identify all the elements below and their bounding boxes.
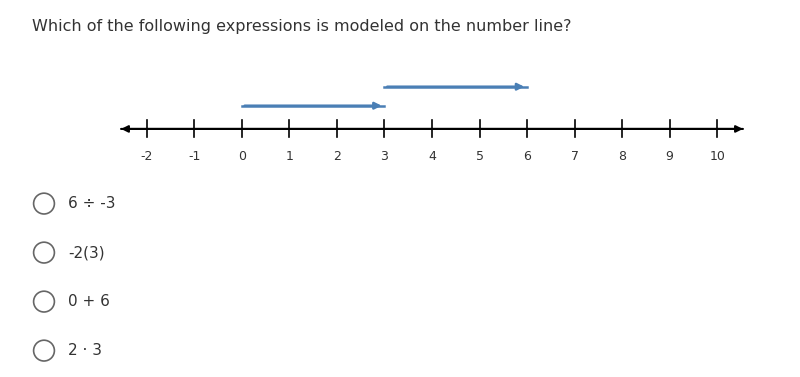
Text: 0: 0 xyxy=(238,150,246,163)
Text: Which of the following expressions is modeled on the number line?: Which of the following expressions is mo… xyxy=(32,19,571,34)
Text: -2: -2 xyxy=(141,150,153,163)
Text: -1: -1 xyxy=(188,150,201,163)
Text: 1: 1 xyxy=(286,150,294,163)
Text: 2 · 3: 2 · 3 xyxy=(68,343,102,358)
Text: 5: 5 xyxy=(475,150,483,163)
Text: 9: 9 xyxy=(666,150,674,163)
Text: 7: 7 xyxy=(570,150,578,163)
Text: -2(3): -2(3) xyxy=(68,245,105,260)
Text: 6: 6 xyxy=(523,150,531,163)
Text: 6 ÷ -3: 6 ÷ -3 xyxy=(68,196,115,211)
Text: 4: 4 xyxy=(428,150,436,163)
Text: 2: 2 xyxy=(333,150,341,163)
Text: 3: 3 xyxy=(381,150,389,163)
Text: 8: 8 xyxy=(618,150,626,163)
Text: 10: 10 xyxy=(710,150,725,163)
Text: 0 + 6: 0 + 6 xyxy=(68,294,110,309)
